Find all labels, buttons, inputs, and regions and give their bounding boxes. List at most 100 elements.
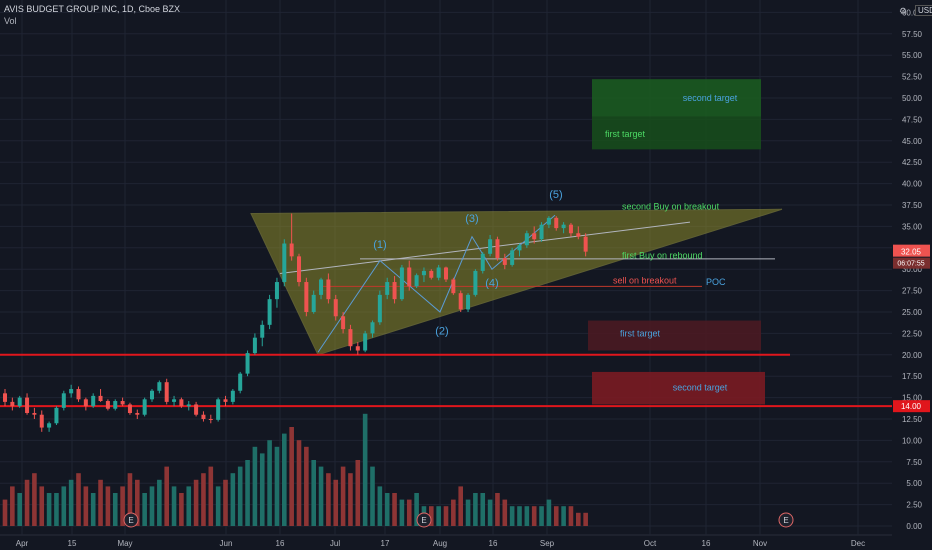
candle-body bbox=[25, 397, 30, 414]
x-tick-label: 17 bbox=[381, 539, 390, 548]
volume-bar bbox=[120, 486, 125, 526]
volume-bar bbox=[32, 473, 37, 526]
volume-bar bbox=[436, 506, 441, 526]
volume-bar bbox=[105, 486, 111, 526]
volume-bar bbox=[348, 473, 353, 526]
price-axis-panel bbox=[892, 0, 932, 550]
second-buy-label: second Buy on breakout bbox=[622, 202, 720, 212]
symbol-title: AVIS BUDGET GROUP INC, 1D, Cboe BZX bbox=[4, 4, 181, 14]
volume-bar bbox=[230, 473, 236, 526]
settings-icon[interactable]: ⚙ bbox=[899, 6, 908, 16]
candle-body bbox=[311, 294, 316, 312]
candle-body bbox=[267, 299, 272, 325]
candle-body bbox=[444, 267, 448, 280]
volume-bar bbox=[274, 446, 280, 526]
volume-bar bbox=[568, 506, 574, 526]
candle-body bbox=[142, 399, 147, 415]
candle-body bbox=[355, 346, 360, 351]
candle-body bbox=[238, 373, 243, 391]
y-tick-label: 22.50 bbox=[902, 329, 923, 338]
y-tick-label: 7.50 bbox=[906, 458, 922, 467]
volume-bar bbox=[451, 499, 456, 526]
volume-bar bbox=[83, 486, 89, 526]
volume-bar bbox=[355, 460, 361, 526]
y-tick-label: 50.00 bbox=[902, 94, 923, 103]
volume-bar bbox=[267, 440, 272, 526]
earnings-marker bbox=[778, 512, 794, 528]
volume-bar bbox=[458, 486, 463, 526]
candle-body bbox=[260, 324, 265, 338]
volume-bar bbox=[68, 479, 74, 526]
candle-body bbox=[532, 233, 537, 240]
earnings-marker bbox=[123, 512, 139, 528]
candle-body bbox=[414, 275, 419, 287]
volume-bar bbox=[465, 499, 471, 526]
volume-bar bbox=[399, 499, 405, 526]
candle-body bbox=[363, 333, 368, 351]
volume-bar bbox=[208, 466, 214, 526]
y-tick-label: 20.00 bbox=[902, 351, 923, 360]
candle-body bbox=[230, 390, 235, 402]
candle-body bbox=[473, 270, 478, 295]
x-tick-label: Aug bbox=[433, 539, 447, 548]
sell-label: sell on breakout bbox=[613, 275, 677, 285]
x-tick-label: 16 bbox=[489, 539, 498, 548]
volume-bar bbox=[135, 479, 140, 526]
y-tick-label: 27.50 bbox=[902, 287, 923, 296]
x-tick-label: Dec bbox=[851, 539, 865, 548]
candle-body bbox=[466, 294, 471, 310]
y-tick-label: 15.00 bbox=[902, 394, 923, 403]
candle-body bbox=[113, 401, 118, 409]
candle-body bbox=[546, 217, 551, 225]
currency-badge[interactable]: USD bbox=[915, 5, 932, 16]
candle-body bbox=[495, 239, 500, 259]
y-tick-label: 30.00 bbox=[902, 265, 923, 274]
candle-body bbox=[98, 395, 103, 402]
volume-bar bbox=[502, 499, 508, 526]
green-upper-box-label: second target bbox=[683, 93, 738, 103]
volume-bar bbox=[340, 466, 346, 526]
volume-bar bbox=[406, 499, 412, 526]
candle-body bbox=[297, 256, 301, 283]
candle-body bbox=[252, 337, 257, 354]
volume-bar bbox=[377, 486, 383, 526]
current-price-text: 32.05 bbox=[901, 248, 922, 257]
y-tick-label: 12.50 bbox=[902, 415, 923, 424]
candle-body bbox=[17, 397, 22, 407]
x-tick-label: Nov bbox=[753, 539, 767, 548]
candle-body bbox=[76, 389, 81, 400]
volume-bar bbox=[2, 499, 8, 526]
wave-label: (3) bbox=[465, 213, 478, 225]
candle-body bbox=[326, 279, 331, 300]
volume-label: Vol bbox=[4, 16, 17, 26]
volume-bar bbox=[304, 446, 309, 526]
candle-body bbox=[39, 414, 44, 428]
candle-body bbox=[47, 423, 52, 428]
candle-body bbox=[576, 233, 581, 237]
candle-body bbox=[502, 258, 507, 265]
y-tick-label: 55.00 bbox=[902, 51, 923, 60]
candle-body bbox=[421, 270, 426, 276]
candle-body bbox=[429, 270, 434, 278]
candle-body bbox=[583, 236, 588, 252]
volume-bar bbox=[201, 473, 206, 526]
y-tick-label: 42.50 bbox=[902, 158, 923, 167]
candle-body bbox=[69, 389, 74, 394]
volume-bar bbox=[252, 446, 258, 526]
volume-bar bbox=[318, 466, 324, 526]
volume-bar bbox=[54, 493, 59, 526]
volume-bar bbox=[171, 486, 177, 526]
volume-bar bbox=[164, 466, 169, 526]
candle-body bbox=[377, 294, 382, 323]
y-tick-label: 35.00 bbox=[902, 222, 923, 231]
candle-body bbox=[370, 322, 375, 334]
y-tick-label: 2.50 bbox=[906, 501, 922, 510]
volume-bar bbox=[296, 440, 302, 526]
volume-bar bbox=[546, 499, 552, 526]
candle-body bbox=[392, 282, 397, 300]
earnings-marker bbox=[416, 512, 432, 528]
candle-body bbox=[319, 279, 324, 295]
candle-body bbox=[245, 353, 250, 374]
volume-bar bbox=[495, 493, 500, 526]
